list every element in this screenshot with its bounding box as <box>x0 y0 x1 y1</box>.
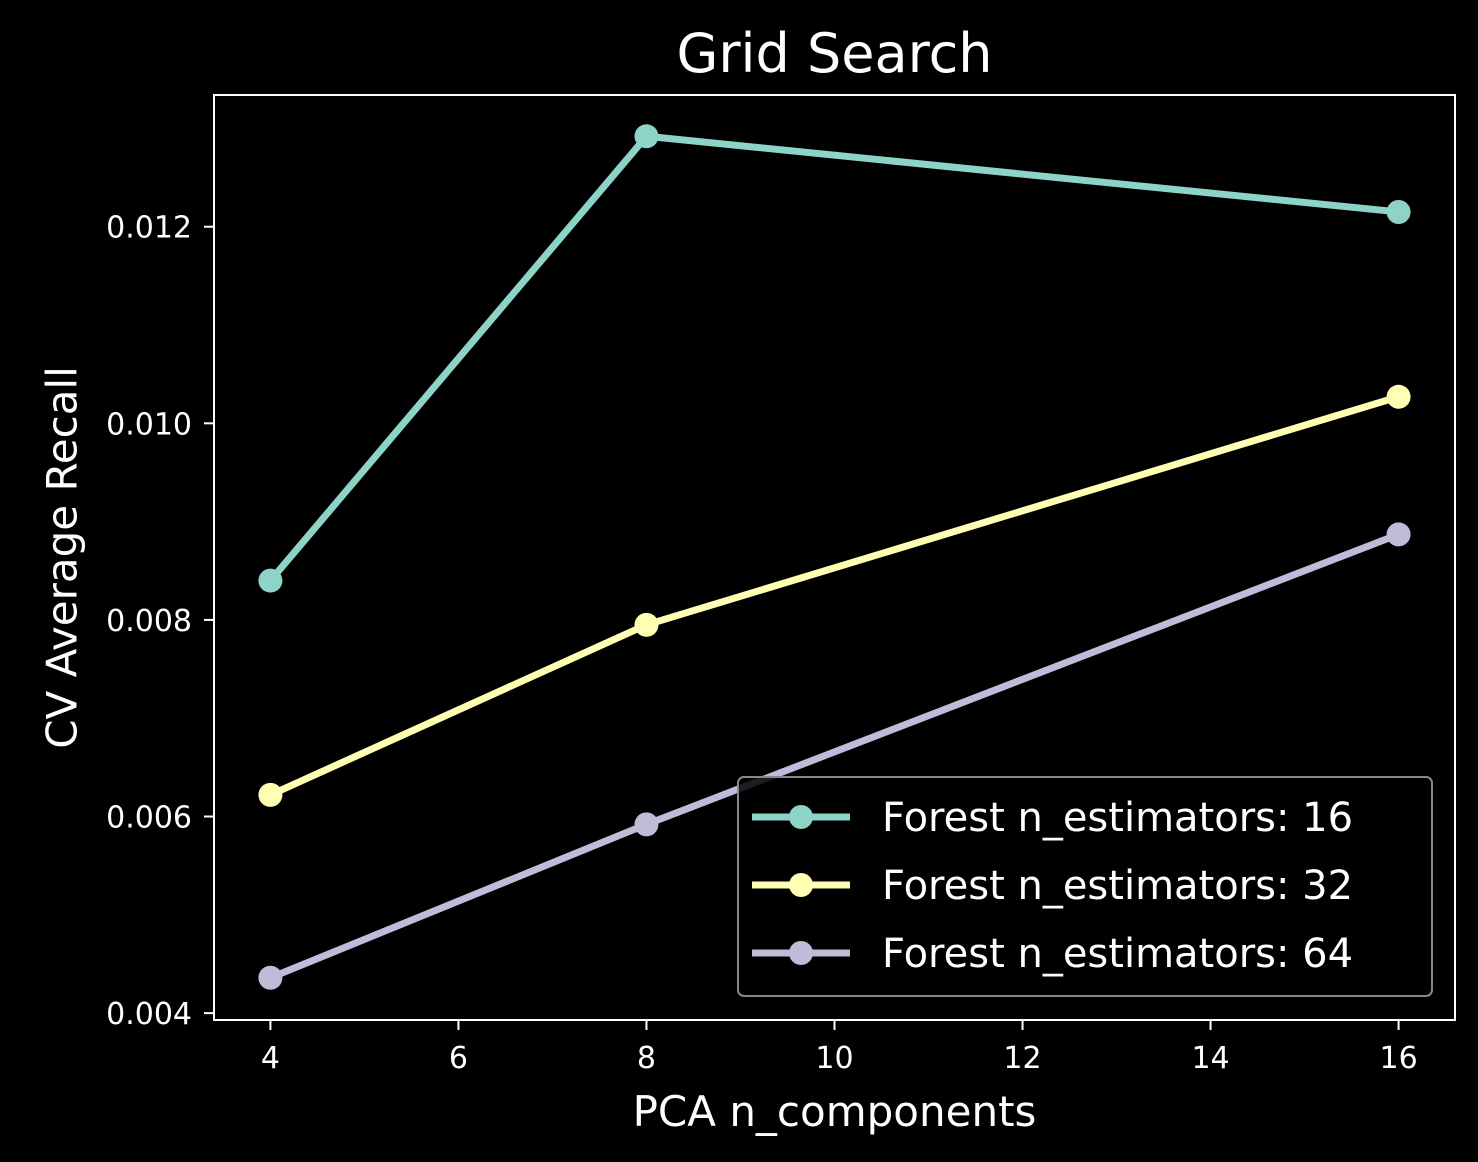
legend-swatch-marker <box>789 805 813 829</box>
data-point <box>258 965 283 990</box>
y-axis: 0.004 0.006 0.008 0.010 0.012 <box>106 211 214 1032</box>
data-point <box>634 612 659 637</box>
x-tick-label: 12 <box>1003 1041 1041 1076</box>
data-point <box>258 782 283 807</box>
legend-label: Forest n_estimators: 64 <box>882 931 1353 977</box>
legend-entry: Forest n_estimators: 64 <box>752 931 1353 977</box>
x-tick-label: 16 <box>1379 1041 1417 1076</box>
x-tick-label: 10 <box>815 1041 853 1076</box>
y-tick-label: 0.008 <box>106 604 192 639</box>
chart-title: Grid Search <box>676 22 992 85</box>
data-point <box>634 124 659 149</box>
data-point <box>258 568 283 593</box>
data-point <box>1386 199 1411 224</box>
x-tick-label: 6 <box>449 1041 468 1076</box>
series-2 <box>258 384 1411 807</box>
series-3 <box>258 522 1411 990</box>
x-axis: 4 6 8 10 12 14 16 <box>261 1020 1418 1076</box>
legend-swatch-marker <box>789 873 813 897</box>
y-tick-label: 0.012 <box>106 211 192 246</box>
x-axis-title: PCA n_components <box>633 1087 1037 1136</box>
legend-box <box>737 776 1433 997</box>
series-layer <box>258 124 1411 990</box>
legend: Forest n_estimators: 16 Forest n_estimato… <box>737 776 1433 997</box>
x-tick-label: 14 <box>1191 1041 1229 1076</box>
y-tick-label: 0.010 <box>106 407 192 442</box>
legend-label: Forest n_estimators: 16 <box>882 795 1353 841</box>
legend-entry: Forest n_estimators: 16 <box>752 795 1353 841</box>
data-point <box>1386 384 1411 409</box>
series-1 <box>258 124 1411 593</box>
legend-label: Forest n_estimators: 32 <box>882 863 1353 909</box>
legend-swatch-marker <box>789 941 813 965</box>
data-point <box>634 812 659 837</box>
data-point <box>1386 522 1411 547</box>
y-tick-label: 0.006 <box>106 801 192 836</box>
y-tick-label: 0.004 <box>106 997 192 1032</box>
y-axis-title: CV Average Recall <box>38 366 87 749</box>
x-tick-label: 4 <box>261 1041 280 1076</box>
legend-entry: Forest n_estimators: 32 <box>752 863 1353 909</box>
x-tick-label: 8 <box>637 1041 656 1076</box>
